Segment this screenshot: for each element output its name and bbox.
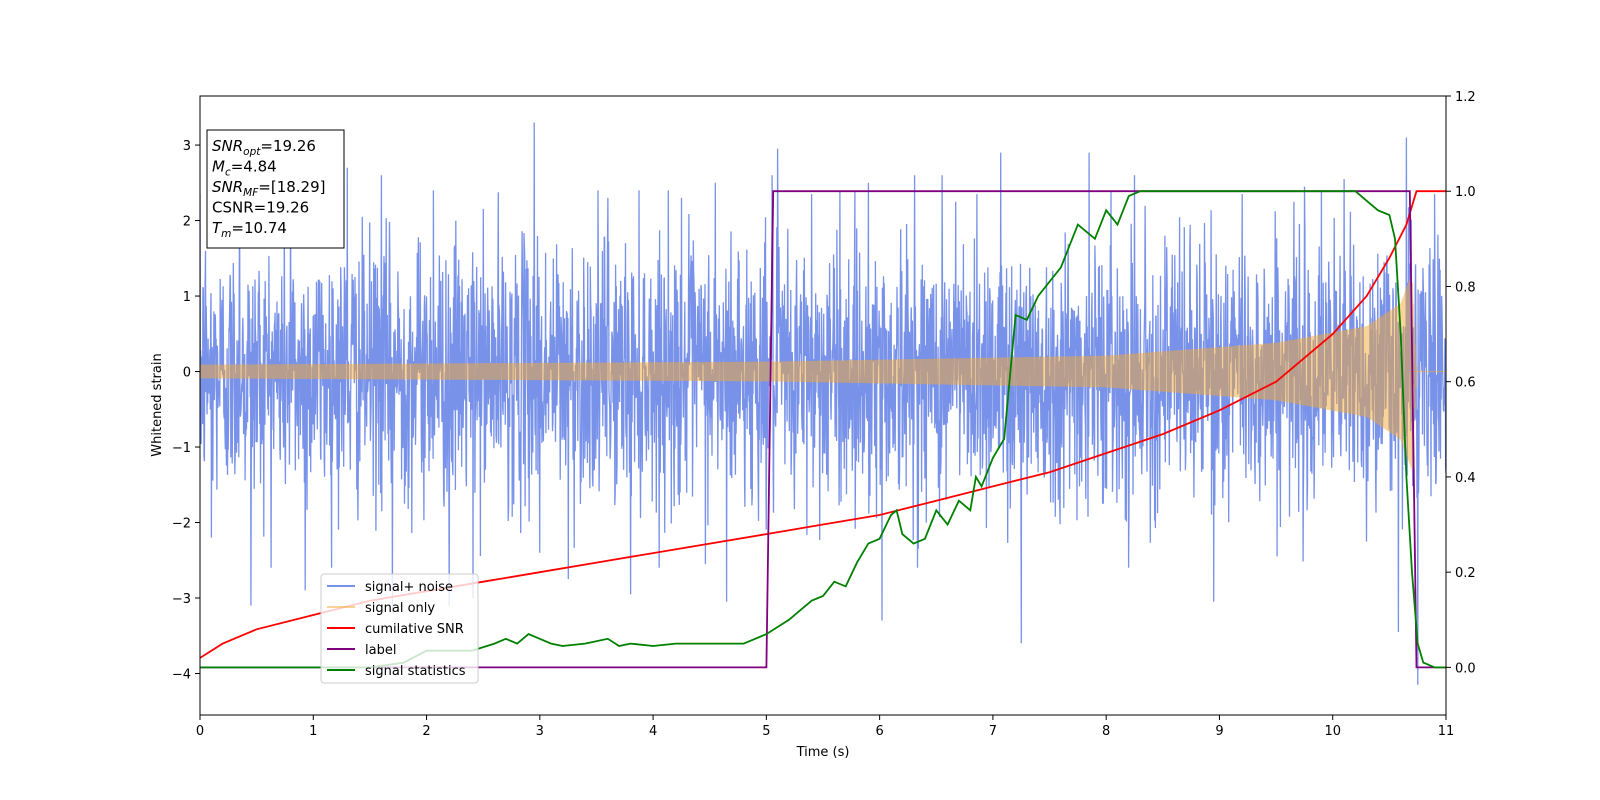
legend-label-label: label: [365, 643, 396, 658]
x-axis-title: Time (s): [796, 745, 850, 760]
legend-label-signal-noise: signal+ noise: [365, 580, 453, 595]
y-axis-right: 0.0 0.2 0.4 0.6 0.8 1.0 1.2: [1446, 90, 1476, 676]
y-tick-label: −1: [172, 441, 191, 456]
legend-label-cumilative-snr: cumilative SNR: [365, 622, 464, 637]
y2-tick-label: 1.0: [1455, 185, 1476, 200]
x-tick-label: 4: [649, 724, 657, 739]
y2-tick-label: 0.2: [1455, 566, 1476, 581]
y2-tick-label: 1.2: [1455, 90, 1476, 105]
x-axis: 0 1 2 3 4 5 6 7 8 9 10 11: [196, 715, 1454, 739]
annotation-box-frame: [206, 129, 345, 249]
y-axis-left: −4 −3 −2 −1 0 1 2 3: [172, 139, 200, 682]
label-line: [200, 190, 1446, 669]
y-tick-label: 3: [183, 139, 191, 154]
y2-tick-label: 0.8: [1455, 280, 1476, 295]
annotation-line: SNRMF=[18.29]: [212, 178, 326, 199]
x-tick-label: 10: [1324, 724, 1341, 739]
metrics-annotation-box: SNRopt=19.26Mc=4.84SNRMF=[18.29]CSNR=19.…: [206, 129, 345, 249]
signal-statistics-line: [200, 190, 1446, 669]
x-tick-label: 6: [875, 724, 883, 739]
x-tick-label: 3: [536, 724, 544, 739]
y2-tick-label: 0.0: [1455, 661, 1476, 676]
legend: signal+ noise signal only cumilative SNR la…: [320, 573, 479, 684]
y2-tick-label: 0.4: [1455, 471, 1476, 486]
x-tick-label: 5: [762, 724, 770, 739]
y-axis-title: Whitened strain: [150, 353, 165, 456]
y-tick-label: 1: [183, 290, 191, 305]
x-tick-label: 8: [1102, 724, 1110, 739]
x-tick-label: 11: [1438, 724, 1455, 739]
legend-frame: [320, 573, 479, 684]
x-tick-label: 0: [196, 724, 204, 739]
y-tick-label: −2: [172, 517, 191, 532]
legend-label-signal-statistics: signal statistics: [365, 664, 466, 679]
x-tick-label: 7: [989, 724, 997, 739]
annotation-line: SNRopt=19.26: [212, 137, 316, 158]
x-tick-label: 2: [422, 724, 430, 739]
y-tick-label: −3: [172, 592, 191, 607]
annotation-line: CSNR=19.26: [212, 199, 309, 217]
x-tick-label: 9: [1215, 724, 1223, 739]
annotation-line: Mc=4.84: [212, 158, 277, 179]
legend-label-signal-only: signal only: [365, 601, 435, 616]
y-tick-label: 2: [183, 215, 191, 230]
y-tick-label: −4: [172, 667, 191, 682]
annotation-line: Tm=10.74: [212, 219, 287, 240]
y-tick-label: 0: [183, 366, 191, 381]
plot-frame: [199, 95, 1447, 716]
signal-only-line: [200, 274, 1446, 470]
y2-tick-label: 0.6: [1455, 376, 1476, 391]
x-tick-label: 1: [309, 724, 317, 739]
